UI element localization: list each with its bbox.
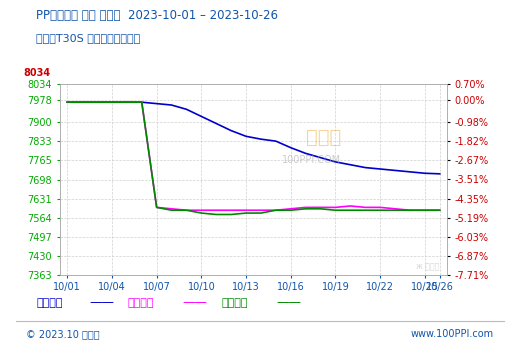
Text: ——: —— — [276, 296, 301, 309]
Text: 8034: 8034 — [23, 68, 50, 78]
Text: ж 华意社: ж 华意社 — [416, 262, 439, 271]
Text: 100PPI.COM: 100PPI.COM — [282, 155, 341, 165]
Text: © 2023.10 生意社: © 2023.10 生意社 — [26, 329, 100, 339]
Text: www.100PPI.com: www.100PPI.com — [411, 329, 494, 339]
Text: 最近合约: 最近合约 — [221, 298, 248, 308]
Text: ——: —— — [183, 296, 207, 309]
Text: PP（拉丝） 华东 综合价  2023-10-01 – 2023-10-26: PP（拉丝） 华东 综合价 2023-10-01 – 2023-10-26 — [36, 9, 278, 22]
Text: ——: —— — [89, 296, 114, 309]
Text: 牌号：T30S 用途级别：拉丝级: 牌号：T30S 用途级别：拉丝级 — [36, 33, 140, 43]
Text: 主力合约: 主力合约 — [127, 298, 154, 308]
Text: 现货价格: 现货价格 — [36, 298, 63, 308]
Text: 牛意社: 牛意社 — [306, 128, 341, 147]
